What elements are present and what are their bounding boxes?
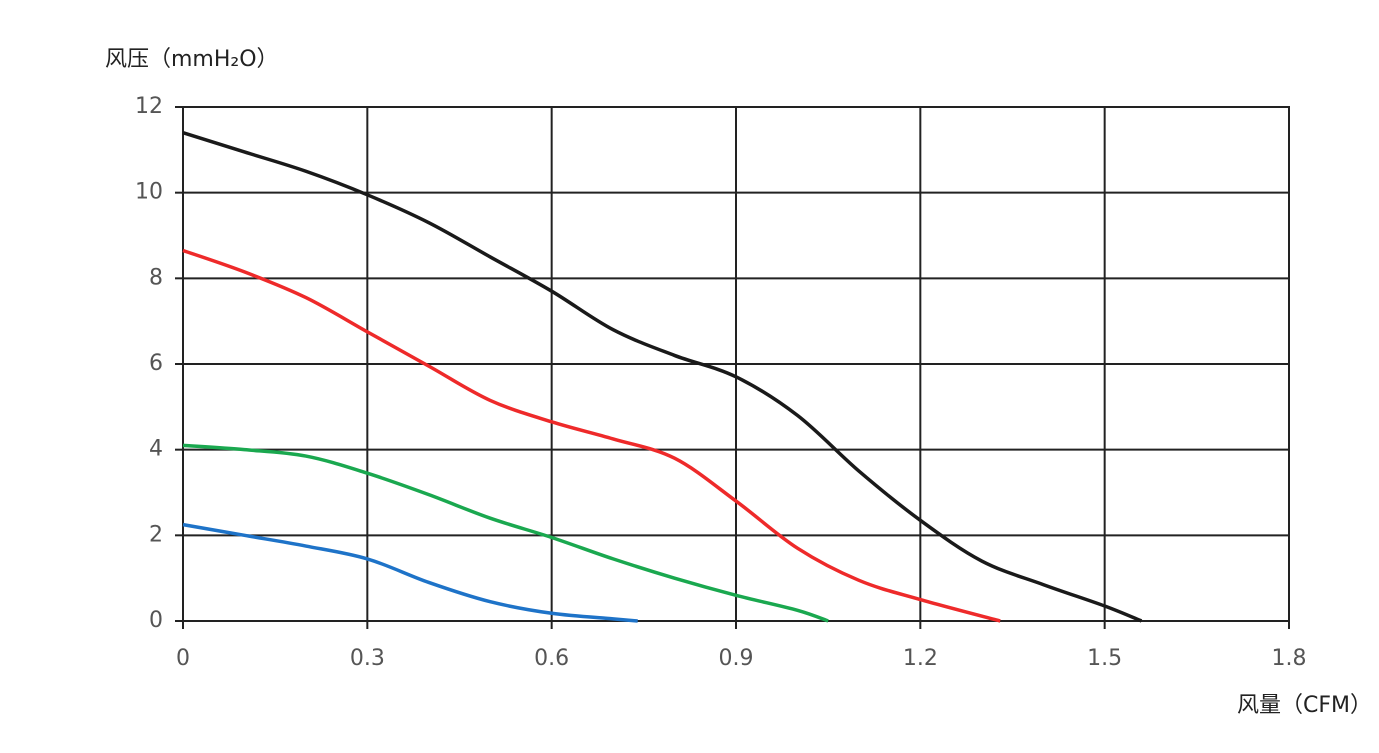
curve: [182, 522, 638, 623]
y-tick-label: 10: [135, 180, 163, 205]
y-axis-label: 风压（mmH₂O）: [105, 47, 279, 72]
y-tick-label: 2: [149, 522, 163, 547]
x-tick-label: 1.5: [1087, 646, 1122, 671]
y-tick-label: 8: [149, 265, 163, 290]
x-tick-label: 0.3: [350, 646, 385, 671]
y-tick-label: 0: [149, 608, 163, 633]
x-tick-label: 0.6: [534, 646, 569, 671]
curve: [182, 248, 1001, 623]
x-tick-label: 1.2: [903, 646, 938, 671]
x-tick-label: 0.9: [719, 646, 754, 671]
y-tick-label: 4: [149, 437, 163, 462]
x-tick-label: 1.8: [1272, 646, 1307, 671]
x-axis-label: 风量（CFM）: [1237, 693, 1372, 718]
x-tick-label: 0: [176, 646, 190, 671]
curve: [182, 443, 829, 623]
plot-frame: [182, 106, 1290, 622]
curve: [182, 131, 1143, 623]
y-tick-label: 6: [149, 351, 163, 376]
y-tick-label: 12: [135, 94, 163, 119]
